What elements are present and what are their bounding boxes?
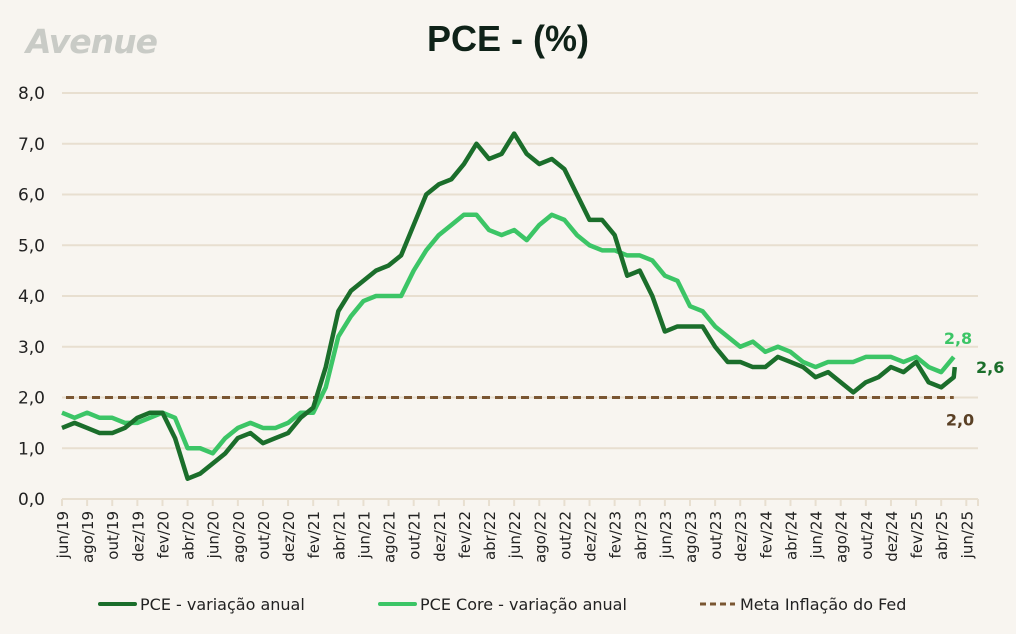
y-tick-label: 6,0 [18,186,45,206]
legend-label: PCE Core - variação anual [420,595,627,614]
x-tick-label: fev/21 [305,511,323,559]
y-tick-label: 3,0 [18,338,45,358]
x-tick-label: fev/20 [154,511,172,559]
x-tick-label: fev/22 [456,511,474,559]
y-tick-label: 8,0 [18,84,45,104]
legend-core: PCE Core - variação anual [378,595,627,614]
x-tick-label: out/22 [556,511,574,560]
x-tick-label: dez/21 [431,511,449,562]
x-tick-label: abr/20 [180,511,198,560]
legend-fed-target: Meta Inflação do Fed [700,595,906,614]
y-tick-label: 0,0 [18,490,45,510]
x-tick-label: abr/23 [632,511,650,560]
x-tick-label: fev/23 [607,511,625,559]
legend-pce: PCE - variação anual [98,595,305,614]
x-tick-label: dez/19 [129,511,147,562]
x-tick-label: jun/20 [205,511,223,559]
x-tick-label: ago/20 [230,511,248,563]
x-tick-label: fev/24 [757,511,775,559]
x-tick-label: jun/19 [54,511,72,559]
end-labels: 2,82,6 2,0 [944,329,1005,430]
x-tick-label: ago/23 [682,511,700,563]
x-tick-label: dez/20 [280,511,298,562]
x-tick-label: jun/22 [506,511,524,559]
y-tick-label: 5,0 [18,236,45,256]
x-tick-label: out/19 [104,511,122,560]
x-tick-label: abr/24 [782,511,800,560]
x-tick-label: jun/25 [958,511,976,559]
core-end-label: 2,8 [944,329,972,348]
x-tick-label: out/21 [406,511,424,560]
pce-end-label: 2,6 [976,358,1004,377]
avenue-logo: Avenue [26,22,158,61]
x-tick-label: out/23 [707,511,725,560]
x-axis: jun/19 ago/19 out/19 dez/19 fev/20 abr/20 jun/… [54,499,979,563]
x-tick-label: abr/22 [481,511,499,560]
y-tick-label: 1,0 [18,439,45,459]
chart-title: PCE - (%) [427,18,589,59]
x-tick-label: jun/21 [355,511,373,559]
pce-core-line [61,212,956,456]
y-tick-label: 2,0 [18,389,45,409]
legend-label: PCE - variação anual [140,595,305,614]
series-lines [61,131,957,481]
x-tick-label: dez/23 [732,511,750,562]
x-tick-label: ago/22 [531,511,549,563]
x-tick-label: out/24 [858,511,876,560]
x-tick-label: ago/19 [79,511,97,563]
y-axis-ticks: 0,0 1,0 2,0 3,0 4,0 5,0 6,0 7,0 8,0 [18,84,45,510]
legend-label: Meta Inflação do Fed [740,595,906,614]
x-tick-label: fev/25 [908,511,926,559]
x-tick-label: jun/24 [808,511,826,559]
pce-line [61,131,957,481]
x-tick-label: out/20 [255,511,273,560]
x-tick-label: ago/24 [833,511,851,563]
x-tick-label: dez/22 [582,511,600,562]
legend: PCE - variação anual PCE Core - variação … [98,595,906,614]
grid-lines [62,92,978,500]
x-tick-label: jun/23 [657,511,675,559]
x-tick-label: abr/21 [330,511,348,560]
x-tick-label: dez/24 [883,511,901,562]
y-tick-label: 7,0 [18,135,45,155]
target-end-label: 2,0 [946,411,974,430]
x-tick-label: abr/25 [933,511,951,560]
y-tick-label: 4,0 [18,287,45,307]
x-tick-label: ago/21 [381,511,399,563]
